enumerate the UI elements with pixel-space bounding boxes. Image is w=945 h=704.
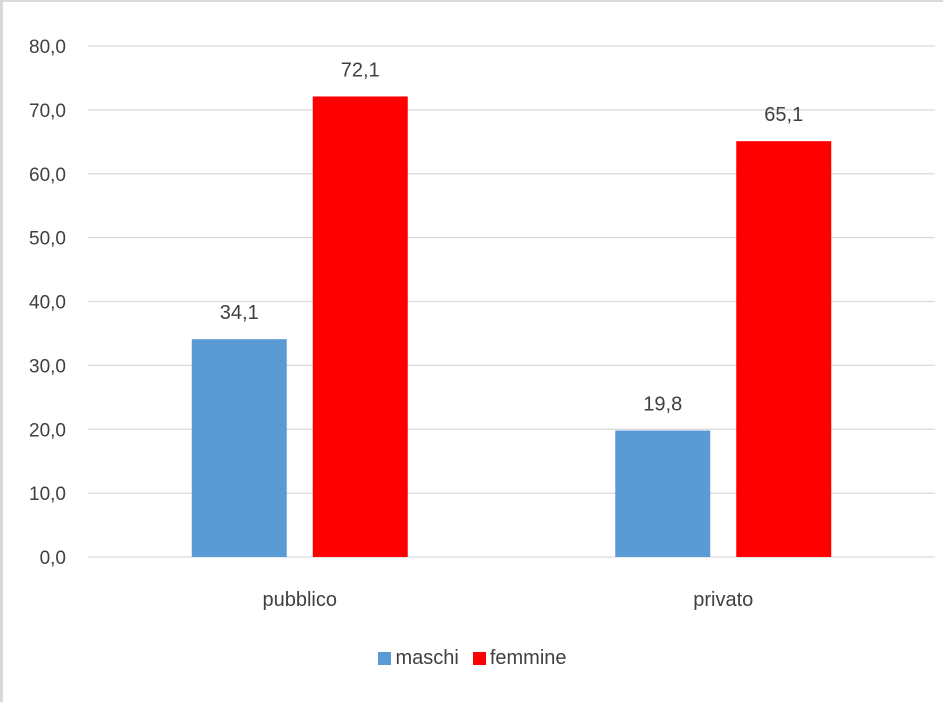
legend-item-femmine: femmine — [472, 647, 567, 670]
category-label: privato — [693, 589, 753, 611]
bar-maschi-privato — [615, 430, 711, 557]
y-axis-ticks: 0,0 10,0 20,0 30,0 40,0 50,0 60,0 70,0 80,0 — [29, 37, 66, 569]
legend-swatch-maschi — [378, 652, 392, 665]
bars — [191, 96, 832, 558]
data-label: 72,1 — [341, 59, 380, 81]
y-tick-label: 20,0 — [29, 420, 66, 441]
legend-swatch-femmine — [472, 652, 486, 665]
bar-femmine-pubblico — [312, 96, 408, 558]
y-tick-label: 30,0 — [29, 356, 66, 377]
y-tick-label: 60,0 — [29, 165, 66, 186]
y-tick-label: 10,0 — [29, 484, 66, 505]
bar-maschi-pubblico — [191, 339, 287, 557]
bar-femmine-privato — [736, 141, 832, 557]
data-labels: 34,1 72,1 19,8 65,1 — [220, 59, 803, 415]
x-axis-categories: pubblico privato — [262, 589, 753, 611]
y-tick-label: 80,0 — [29, 37, 66, 58]
data-label: 34,1 — [220, 302, 259, 324]
legend: maschi femmine — [0, 647, 945, 670]
y-tick-label: 0,0 — [40, 548, 66, 569]
y-tick-label: 50,0 — [29, 229, 66, 250]
legend-label-femmine: femmine — [489, 647, 567, 669]
category-label: pubblico — [262, 589, 337, 611]
data-label: 65,1 — [764, 104, 803, 126]
y-tick-label: 40,0 — [29, 293, 66, 314]
legend-item-maschi: maschi — [378, 647, 459, 670]
bar-chart: 0,0 10,0 20,0 30,0 40,0 50,0 60,0 70,0 80,0 34,1… — [29, 37, 935, 611]
data-label: 19,8 — [643, 394, 682, 416]
legend-label-maschi: maschi — [395, 647, 459, 669]
y-tick-label: 70,0 — [29, 101, 66, 122]
